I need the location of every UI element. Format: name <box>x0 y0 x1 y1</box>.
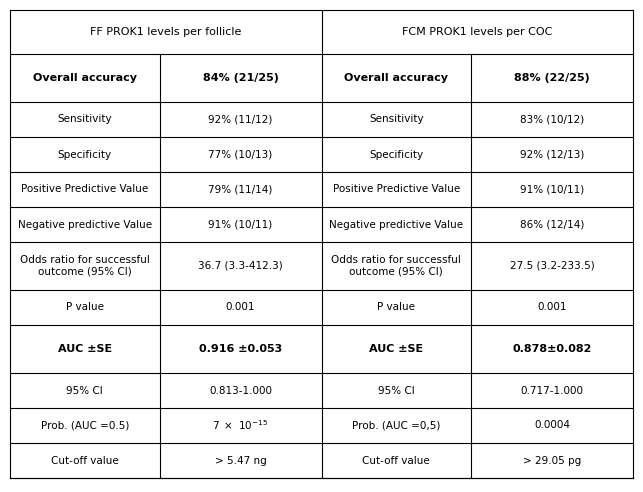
Text: Cut-off value: Cut-off value <box>363 456 430 465</box>
Text: Odds ratio for successful
outcome (95% CI): Odds ratio for successful outcome (95% C… <box>20 255 150 277</box>
Text: Negative predictive Value: Negative predictive Value <box>18 219 152 229</box>
Text: Sensitivity: Sensitivity <box>57 115 112 124</box>
Text: 0.0004: 0.0004 <box>534 421 570 430</box>
Text: 0.878±0.082: 0.878±0.082 <box>512 344 592 354</box>
Text: > 29.05 pg: > 29.05 pg <box>523 456 581 465</box>
Text: > 5.47 ng: > 5.47 ng <box>215 456 266 465</box>
Text: 95% CI: 95% CI <box>378 386 415 396</box>
Text: 95% CI: 95% CI <box>66 386 103 396</box>
Text: P value: P value <box>66 303 104 312</box>
Text: Specificity: Specificity <box>369 150 423 159</box>
Text: Odds ratio for successful
outcome (95% CI): Odds ratio for successful outcome (95% C… <box>331 255 461 277</box>
Text: 91% (10/11): 91% (10/11) <box>208 219 273 229</box>
Text: AUC ±SE: AUC ±SE <box>58 344 112 354</box>
Text: Negative predictive Value: Negative predictive Value <box>329 219 464 229</box>
Text: AUC ±SE: AUC ±SE <box>369 344 423 354</box>
Text: 91% (10/11): 91% (10/11) <box>520 184 584 194</box>
Text: 77% (10/13): 77% (10/13) <box>208 150 273 159</box>
Text: 0.001: 0.001 <box>226 303 255 312</box>
Text: 92% (12/13): 92% (12/13) <box>520 150 584 159</box>
Text: Prob. (AUC =0,5): Prob. (AUC =0,5) <box>352 421 440 430</box>
Text: 0.813-1.000: 0.813-1.000 <box>209 386 272 396</box>
Text: 27.5 (3.2-233.5): 27.5 (3.2-233.5) <box>510 261 594 271</box>
Text: Positive Predictive Value: Positive Predictive Value <box>21 184 149 194</box>
Text: 84% (21/25): 84% (21/25) <box>203 73 278 83</box>
Text: FF PROK1 levels per follicle: FF PROK1 levels per follicle <box>90 27 241 37</box>
Text: $7\ \times\ 10^{-15}$: $7\ \times\ 10^{-15}$ <box>212 419 269 432</box>
Text: 86% (12/14): 86% (12/14) <box>520 219 584 229</box>
Text: Specificity: Specificity <box>58 150 112 159</box>
Text: 92% (11/12): 92% (11/12) <box>208 115 273 124</box>
Text: 79% (11/14): 79% (11/14) <box>208 184 273 194</box>
Text: P value: P value <box>377 303 415 312</box>
Text: Overall accuracy: Overall accuracy <box>33 73 137 83</box>
Text: 0.717-1.000: 0.717-1.000 <box>521 386 583 396</box>
Text: Cut-off value: Cut-off value <box>51 456 119 465</box>
Text: Prob. (AUC =0.5): Prob. (AUC =0.5) <box>41 421 129 430</box>
Text: 88% (22/25): 88% (22/25) <box>514 73 590 83</box>
Text: FCM PROK1 levels per COC: FCM PROK1 levels per COC <box>402 27 552 37</box>
Text: 0.916 ±0.053: 0.916 ±0.053 <box>199 344 282 354</box>
Text: 0.001: 0.001 <box>538 303 566 312</box>
Text: 36.7 (3.3-412.3): 36.7 (3.3-412.3) <box>198 261 283 271</box>
Text: 83% (10/12): 83% (10/12) <box>520 115 584 124</box>
Text: Positive Predictive Value: Positive Predictive Value <box>332 184 460 194</box>
Text: Sensitivity: Sensitivity <box>369 115 424 124</box>
Text: Overall accuracy: Overall accuracy <box>344 73 448 83</box>
